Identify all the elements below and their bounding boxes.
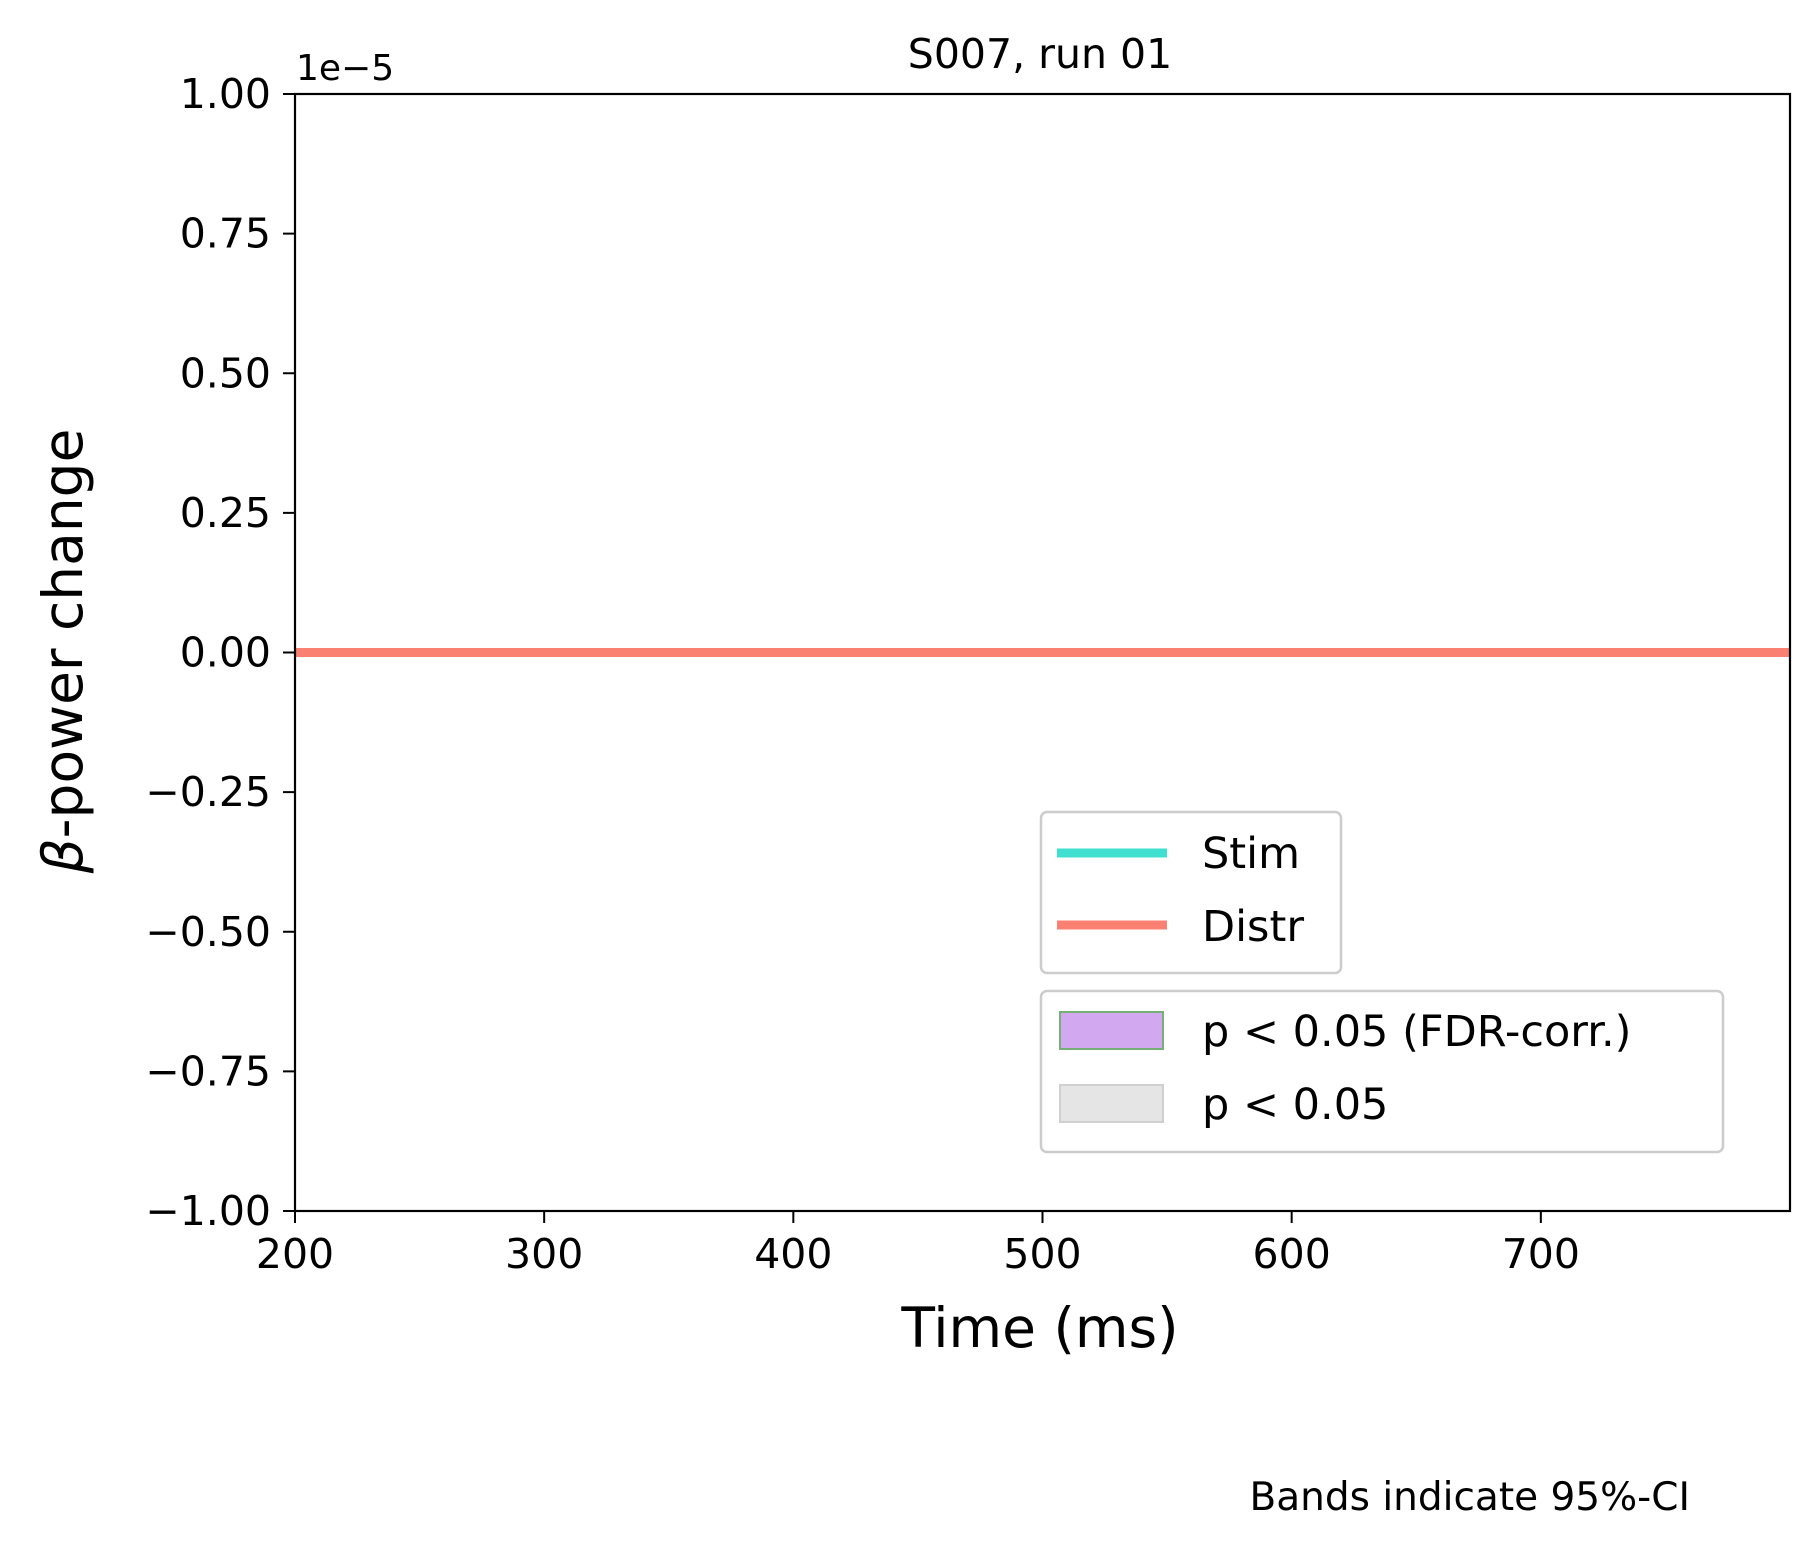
chart-title: S007, run 01 xyxy=(908,30,1172,78)
x-ticks: 200 300 400 500 600 700 xyxy=(256,1211,1580,1278)
y-axis-label-text: -power change xyxy=(31,429,95,839)
legend-label-stim: Stim xyxy=(1202,829,1300,879)
legend-label-distr: Distr xyxy=(1202,902,1304,952)
x-tick-label: 400 xyxy=(754,1230,832,1278)
legend-label-p: p < 0.05 xyxy=(1202,1080,1388,1130)
y-tick-label: −1.00 xyxy=(145,1187,271,1235)
y-axis-label: β-power change xyxy=(31,429,95,875)
x-tick-label: 300 xyxy=(505,1230,583,1278)
x-tick-label: 700 xyxy=(1502,1230,1580,1278)
x-tick-label: 200 xyxy=(256,1230,334,1278)
y-tick-label: 0.75 xyxy=(180,210,271,258)
legend-label-fdr: p < 0.05 (FDR-corr.) xyxy=(1202,1007,1631,1057)
y-ticks: 1.00 0.75 0.50 0.25 0.00 −0.25 −0.50 −0.75 −1.00 xyxy=(145,70,295,1235)
legend-patches: p < 0.05 (FDR-corr.) p < 0.05 xyxy=(1039,989,1725,1154)
legend-swatch-p xyxy=(1059,1084,1164,1123)
x-tick-label: 500 xyxy=(1003,1230,1081,1278)
y-axis-label-prefix: β xyxy=(31,838,95,874)
y-tick-label: 0.50 xyxy=(180,349,271,397)
x-tick-label: 600 xyxy=(1253,1230,1331,1278)
y-tick-label: 0.25 xyxy=(180,489,271,537)
y-tick-label: −0.25 xyxy=(145,768,271,816)
legend-patches-box xyxy=(1039,989,1725,1154)
y-offset-label: 1e−5 xyxy=(296,48,394,89)
y-tick-label: 1.00 xyxy=(180,70,271,118)
legend-lines: Stim Distr xyxy=(1039,810,1343,975)
x-axis-label: Time (ms) xyxy=(900,1296,1178,1360)
y-tick-label: −0.75 xyxy=(145,1047,271,1095)
y-tick-label: 0.00 xyxy=(180,629,271,677)
y-tick-label: −0.50 xyxy=(145,908,271,956)
legend-swatch-fdr xyxy=(1059,1011,1164,1050)
ci-annotation: Bands indicate 95%-CI xyxy=(1249,1475,1690,1520)
